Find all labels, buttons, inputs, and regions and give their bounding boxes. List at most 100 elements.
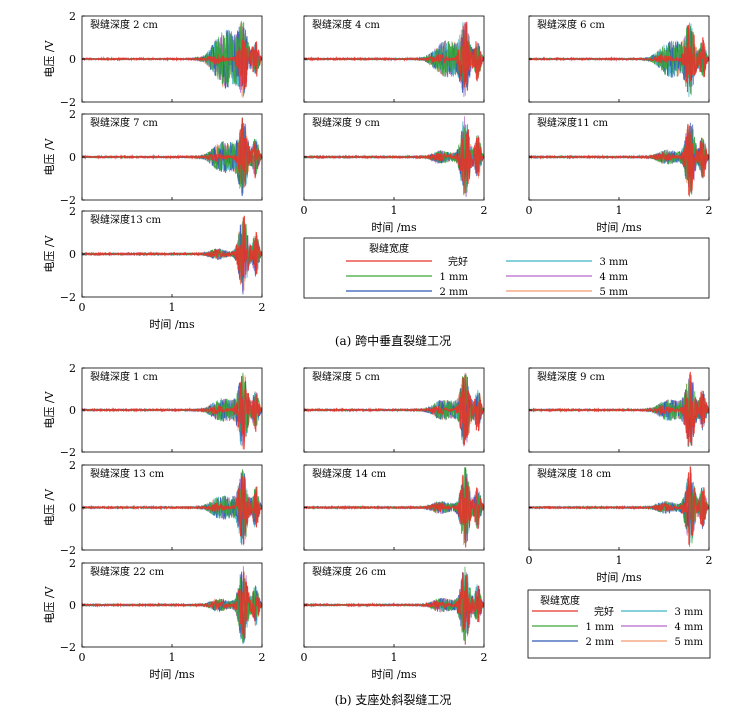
- legend-label: 1 mm: [585, 622, 614, 633]
- y-tick-label: −2: [60, 194, 76, 207]
- x-axis-label: 时间 /ms: [596, 571, 642, 584]
- subplot-title: 裂缝深度 1 cm: [90, 370, 158, 383]
- series-1mm-trace: [303, 22, 485, 86]
- series-完好-trace: [528, 123, 710, 196]
- y-tick-label: 2: [69, 10, 76, 23]
- x-tick-label: 2: [259, 301, 266, 314]
- subplot-10: 裂缝深度 9 cm: [528, 367, 710, 453]
- y-axis-label: 电压 /V: [43, 488, 56, 526]
- series-完好-trace: [81, 476, 263, 544]
- x-axis-label: 时间 /ms: [371, 668, 417, 681]
- subplot-title: 裂缝深度 22 cm: [90, 565, 165, 578]
- y-axis-label: 电压 /V: [43, 234, 56, 272]
- series-完好-trace: [303, 21, 485, 91]
- x-axis-label: 时间 /ms: [149, 668, 195, 681]
- x-axis-label: 时间 /ms: [371, 221, 417, 234]
- legend-label: 3 mm: [674, 607, 703, 618]
- x-tick-label: 0: [526, 554, 533, 567]
- y-tick-label: −2: [60, 96, 76, 109]
- subplot-title: 裂缝深度 7 cm: [90, 116, 158, 129]
- y-tick-label: 0: [69, 151, 76, 164]
- x-tick-label: 2: [706, 554, 713, 567]
- series-1mm-trace: [81, 221, 263, 281]
- series-完好-trace: [528, 466, 710, 545]
- series-完好-trace: [303, 375, 485, 446]
- y-tick-label: 0: [69, 248, 76, 261]
- series-完好-trace: [303, 474, 485, 548]
- subplot-title: 裂缝深度 18 cm: [537, 467, 612, 480]
- y-tick-label: 2: [69, 557, 76, 570]
- series-2mm-trace: [528, 471, 710, 536]
- subplot-9: 裂缝深度 5 cm: [303, 367, 485, 453]
- x-tick-label: 0: [79, 651, 86, 664]
- series-完好-trace: [303, 129, 485, 194]
- y-tick-label: 2: [69, 205, 76, 218]
- series-完好-trace: [81, 571, 263, 639]
- x-tick-label: 2: [481, 651, 488, 664]
- subplot-title: 裂缝深度 5 cm: [312, 370, 380, 383]
- legend-label: 2 mm: [585, 637, 614, 648]
- x-tick-label: 1: [616, 554, 623, 567]
- subplot-title: 裂缝深度 14 cm: [312, 467, 387, 480]
- x-tick-label: 1: [391, 204, 398, 217]
- x-tick-label: 2: [259, 651, 266, 664]
- y-tick-label: 0: [69, 53, 76, 66]
- series-完好-trace: [81, 117, 263, 188]
- x-tick-label: 1: [169, 651, 176, 664]
- legend-label: 3 mm: [599, 257, 628, 268]
- subplot-title: 裂缝深度 4 cm: [312, 18, 380, 31]
- legend-title: 裂缝宽度: [369, 242, 409, 255]
- series-完好-trace: [528, 371, 710, 447]
- x-tick-label: 0: [301, 651, 308, 664]
- y-axis-label: 电压 /V: [43, 390, 56, 428]
- legend-label: 2 mm: [439, 287, 468, 298]
- subplot-2: 裂缝深度 4 cm: [303, 15, 485, 103]
- caption-a: (a) 跨中垂直裂缝工况: [335, 333, 451, 348]
- x-tick-label: 2: [706, 204, 713, 217]
- x-tick-label: 0: [79, 301, 86, 314]
- x-tick-label: 0: [526, 204, 533, 217]
- x-tick-label: 0: [301, 204, 308, 217]
- series-1mm-trace: [528, 480, 710, 547]
- legend-label: 1 mm: [439, 272, 468, 283]
- series-2mm-trace: [303, 572, 485, 645]
- legend-label: 4 mm: [599, 272, 628, 283]
- legend-title: 裂缝宽度: [540, 594, 580, 607]
- y-tick-label: 2: [69, 362, 76, 375]
- legend-label: 5 mm: [599, 287, 628, 298]
- subplot-title: 裂缝深度 9 cm: [312, 116, 380, 129]
- subplot-8: 2 0 −2 裂缝深度 1 cm 电压 /V: [43, 362, 263, 459]
- x-tick-label: 1: [391, 651, 398, 664]
- series-完好-trace: [528, 24, 710, 93]
- x-axis-label: 时间 /ms: [149, 318, 195, 331]
- subplot-6: 0 1 2 裂缝深度11 cm 时间 /ms: [526, 113, 713, 234]
- y-tick-label: −2: [60, 446, 76, 459]
- y-tick-label: −2: [60, 641, 76, 654]
- y-tick-label: 2: [69, 108, 76, 121]
- subplot-title: 裂缝深度 13 cm: [90, 467, 165, 480]
- subplot-title: 裂缝深度11 cm: [537, 116, 609, 129]
- series-完好-trace: [81, 27, 263, 90]
- y-tick-label: 0: [69, 404, 76, 417]
- y-tick-label: 2: [69, 459, 76, 472]
- y-tick-label: 0: [69, 502, 76, 515]
- legend-label: 完好: [448, 255, 468, 268]
- subplot-15: 0 1 2 裂缝深度 26 cm 时间 /ms: [301, 562, 488, 681]
- legend-frame: [527, 589, 711, 659]
- x-tick-label: 1: [616, 204, 623, 217]
- legend-frame: [303, 237, 710, 299]
- x-tick-label: 1: [169, 301, 176, 314]
- subplot-1: 2 0 −2 裂缝深度 2 cm 电压 /V: [43, 10, 263, 109]
- subplot-title: 裂缝深度13 cm: [90, 213, 162, 226]
- subplot-12: 裂缝深度 14 cm: [303, 464, 485, 551]
- subplot-title: 裂缝深度 26 cm: [312, 565, 387, 578]
- x-tick-label: 2: [481, 204, 488, 217]
- x-axis-label: 时间 /ms: [596, 221, 642, 234]
- subplot-title: 裂缝深度 2 cm: [90, 18, 158, 31]
